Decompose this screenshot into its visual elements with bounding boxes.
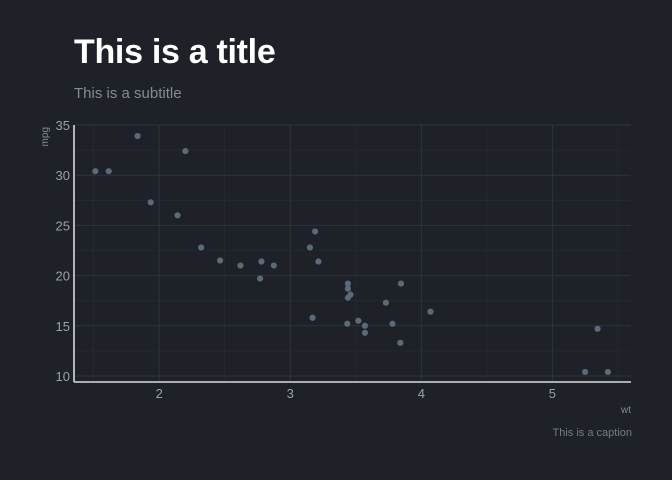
y-tick-label: 10 (56, 369, 70, 384)
x-tick-label: 4 (418, 386, 425, 401)
x-tick-label: 2 (156, 386, 163, 401)
data-point (237, 262, 244, 269)
chart-caption: This is a caption (552, 427, 632, 439)
data-point (257, 275, 264, 282)
data-point (105, 168, 112, 175)
data-point (147, 199, 154, 206)
data-point (174, 212, 181, 219)
data-point (582, 368, 589, 376)
x-tick-labels: 2 3 4 5 (156, 386, 556, 401)
data-point (306, 244, 314, 251)
data-point (344, 294, 352, 301)
data-point (604, 368, 612, 376)
data-point (361, 322, 369, 329)
data-point (309, 314, 316, 321)
y-tick-label: 35 (56, 118, 70, 133)
data-point (344, 285, 352, 292)
data-point (217, 257, 224, 264)
data-point (361, 329, 369, 336)
grid-major (74, 124, 631, 382)
data-point (397, 339, 404, 346)
y-tick-label: 30 (56, 168, 70, 183)
x-tick-label: 5 (549, 386, 556, 401)
x-tick-label: 3 (287, 386, 294, 401)
data-point (312, 228, 319, 235)
chart-subtitle: This is a subtitle (74, 85, 182, 102)
y-tick-label: 15 (56, 319, 70, 334)
data-point (198, 244, 205, 251)
data-point (397, 280, 405, 287)
data-point (344, 280, 352, 287)
data-point (92, 168, 99, 175)
y-axis-title: mpg (40, 127, 51, 146)
y-tick-label: 25 (56, 218, 70, 233)
data-point (427, 308, 434, 315)
y-tick-labels: 10 15 20 25 30 35 (56, 118, 70, 384)
data-point (389, 320, 396, 327)
data-point (344, 320, 351, 327)
data-point (382, 299, 390, 306)
data-point (182, 148, 189, 155)
data-point (134, 132, 141, 140)
data-point (355, 317, 362, 324)
chart-title: This is a title (74, 33, 276, 71)
data-point (594, 325, 601, 332)
x-axis-title: wt (620, 405, 631, 416)
data-point (258, 258, 265, 265)
y-tick-label: 20 (56, 269, 70, 284)
grid-minor (74, 125, 631, 382)
points (92, 132, 612, 376)
data-point (315, 258, 322, 265)
data-point (270, 262, 277, 269)
